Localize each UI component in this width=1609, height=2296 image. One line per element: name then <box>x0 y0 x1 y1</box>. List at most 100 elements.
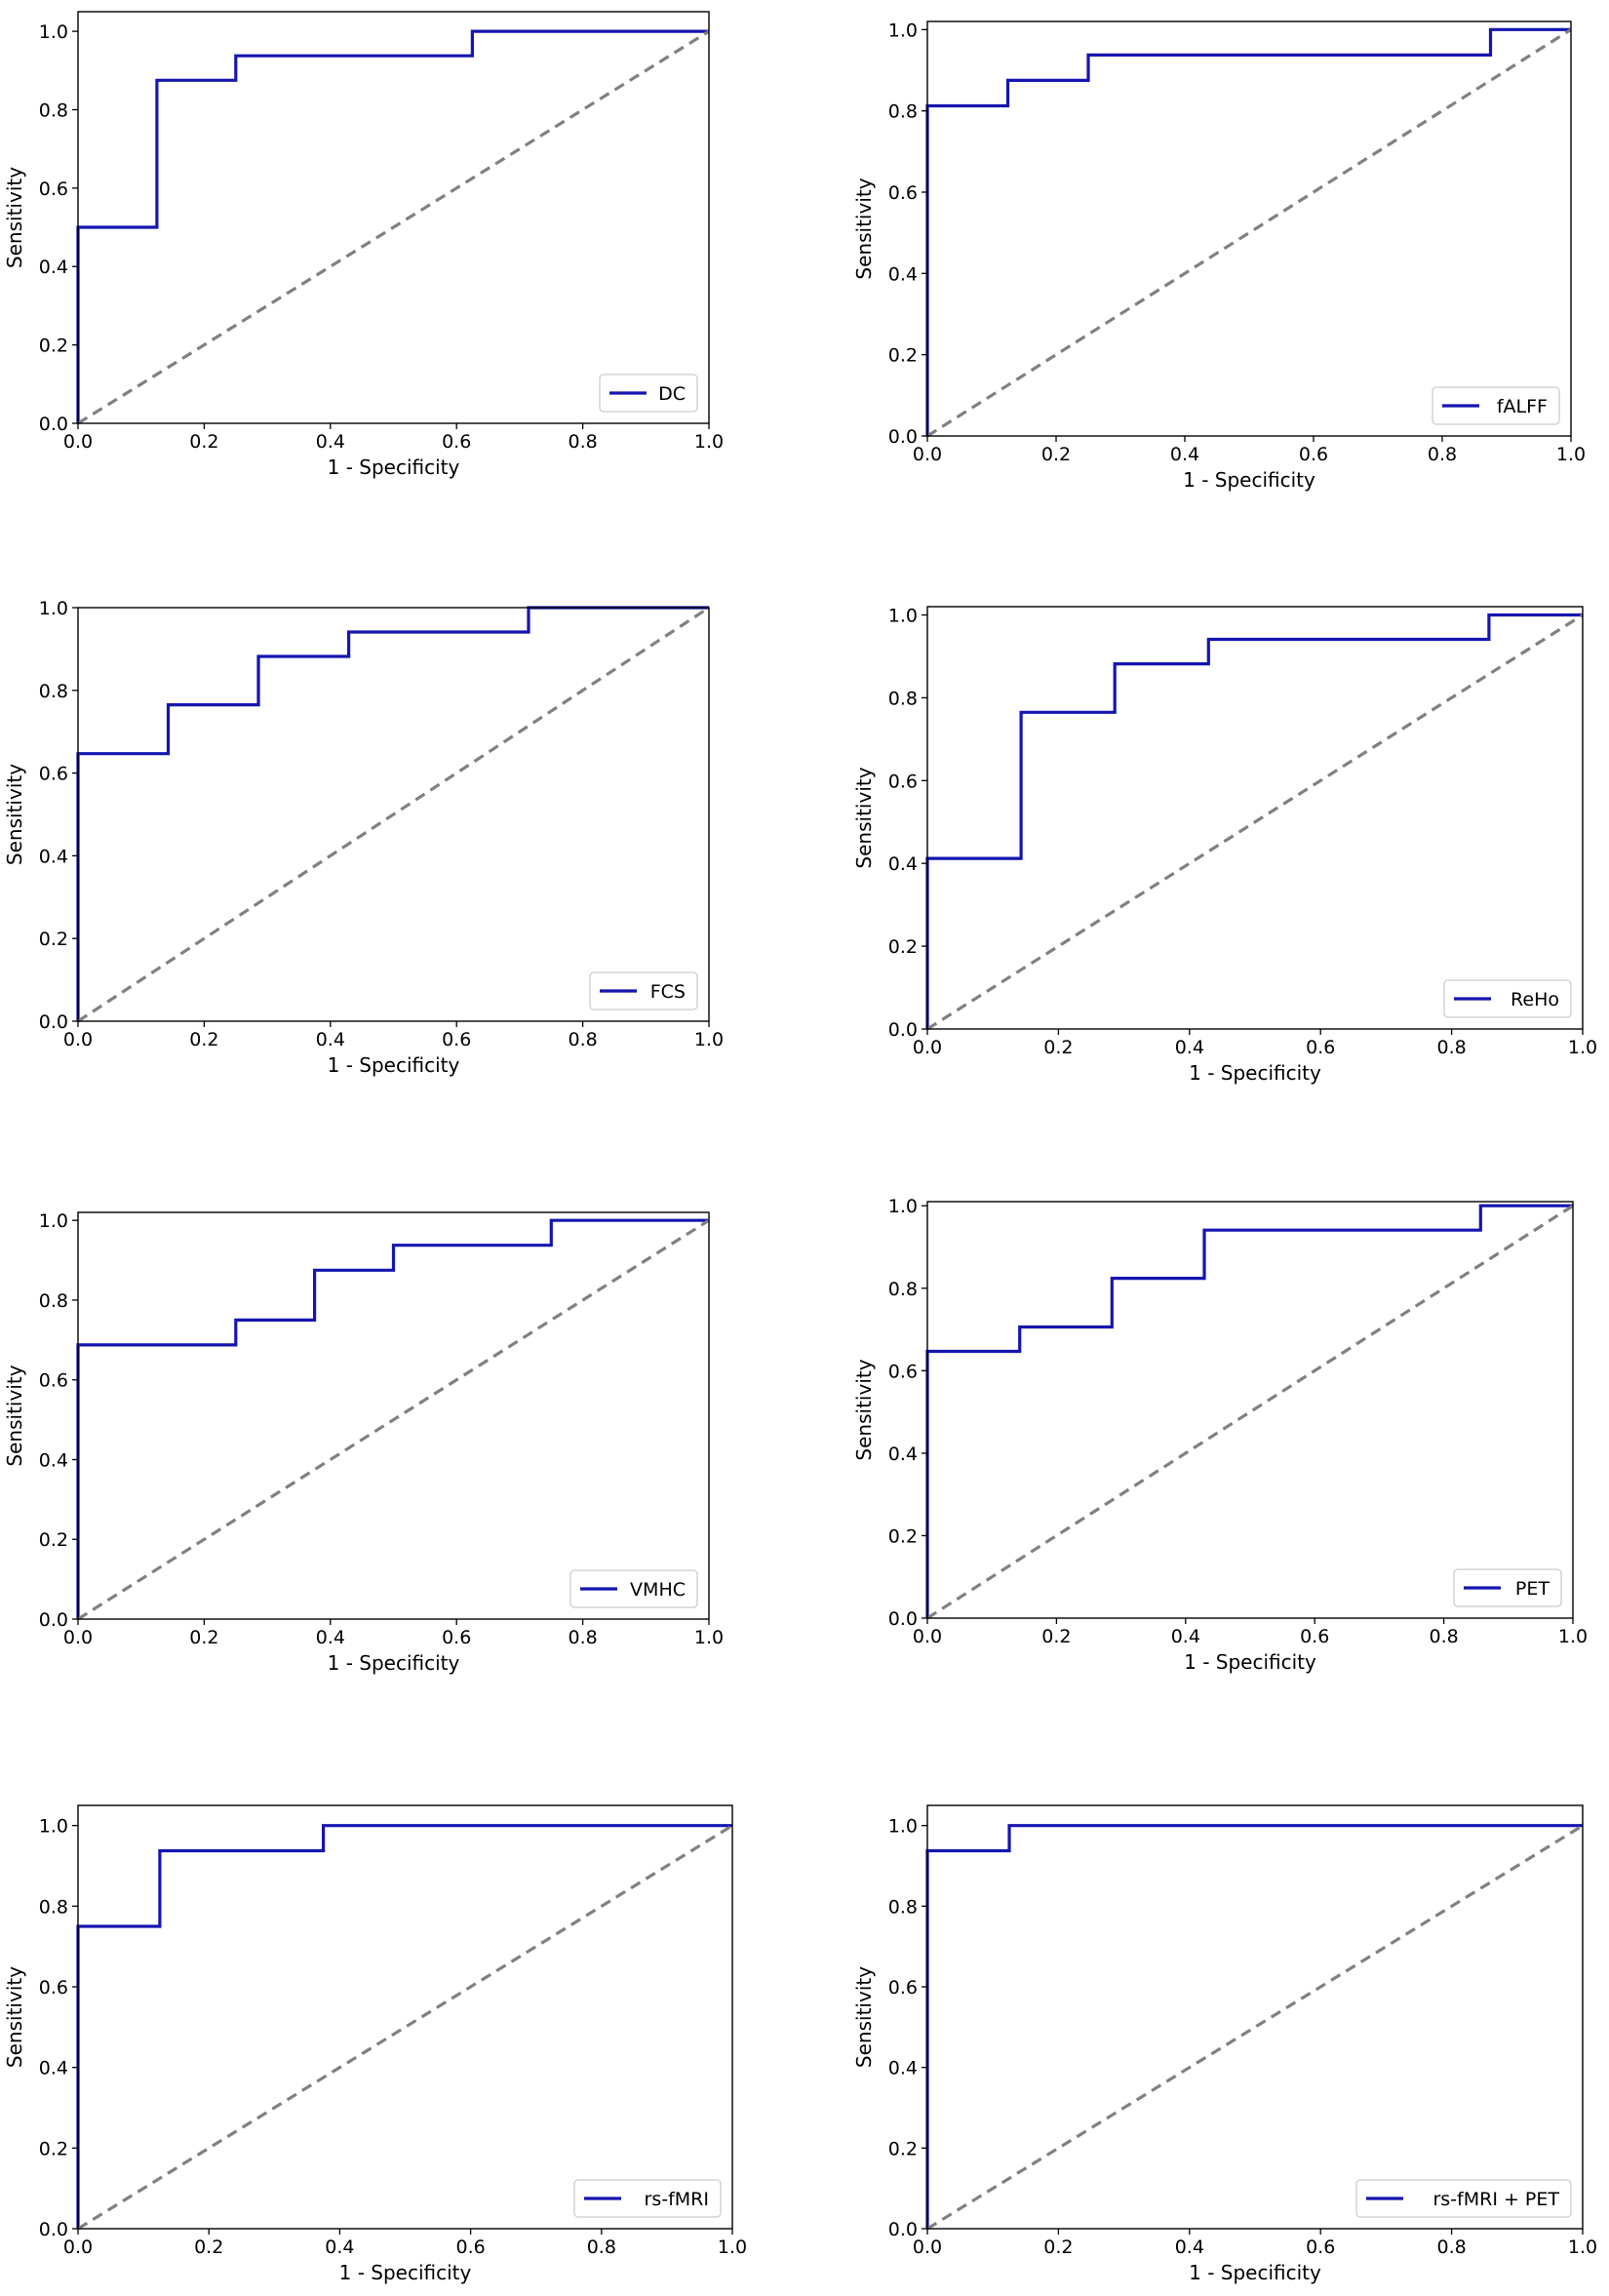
y-tick-label: 1.0 <box>888 605 918 626</box>
x-tick-label: 0.6 <box>442 1627 471 1648</box>
y-tick-label: 0.6 <box>39 1370 68 1392</box>
x-tick-label: 0.0 <box>63 1627 93 1648</box>
x-tick-label: 0.6 <box>1306 2237 1335 2258</box>
legend-label: rs-fMRI + PET <box>1432 2189 1559 2210</box>
roc-panel-8: 0.0 0.2 0.4 0.6 0.8 1.0 0.0 0.2 0.4 0.6 0.8 1.0 1 - … <box>852 1804 1597 2284</box>
x-tick-label: 0.2 <box>189 1029 218 1050</box>
x-tick-label: 0.0 <box>63 2237 93 2258</box>
y-tick-label: 0.6 <box>888 1361 918 1382</box>
y-tick-label: 0.4 <box>39 257 68 278</box>
x-tick-label: 0.2 <box>1043 2237 1073 2258</box>
x-tick-label: 0.8 <box>568 1029 597 1050</box>
legend: FCS <box>589 971 698 1010</box>
chance-line <box>77 606 710 1023</box>
y-tick-label: 0.4 <box>39 2058 68 2079</box>
y-tick-label: 1.0 <box>39 598 68 619</box>
y-axis-label: Sensitivity <box>3 764 26 865</box>
roc-curve-line <box>925 27 1571 436</box>
y-tick-label: 0.6 <box>888 771 918 792</box>
y-tick-label: 0.4 <box>888 2058 918 2079</box>
legend: fALFF <box>1432 386 1560 425</box>
legend: DC <box>599 374 698 413</box>
x-tick-label: 1.0 <box>694 1029 724 1050</box>
x-tick-label: 0.6 <box>442 1029 471 1050</box>
roc-curve-line <box>76 606 709 1021</box>
legend: rs-fMRI + PET <box>1355 2179 1572 2218</box>
x-tick-label: 0.8 <box>1428 444 1457 465</box>
y-tick-label: 0.8 <box>39 99 68 121</box>
x-tick-label: 1.0 <box>1568 2237 1597 2258</box>
chance-line <box>926 614 1584 1031</box>
legend: ReHo <box>1443 979 1572 1018</box>
plot-frame <box>77 1804 733 2230</box>
chance-line <box>926 27 1572 438</box>
legend-label: ReHo <box>1511 989 1559 1010</box>
legend: PET <box>1453 1568 1562 1607</box>
x-tick-label: 0.8 <box>587 2237 616 2258</box>
x-tick-label: 0.2 <box>189 1627 218 1648</box>
plot-frame <box>926 1804 1584 2230</box>
x-axis-label: 1 - Specificity <box>339 2261 472 2284</box>
x-tick-label: 0.6 <box>455 2237 485 2258</box>
y-tick-label: 0.0 <box>888 1608 918 1630</box>
x-tick-label: 0.2 <box>1041 444 1071 465</box>
y-tick-label: 0.0 <box>888 1019 918 1041</box>
legend: VMHC <box>569 1569 698 1608</box>
y-axis-label: Sensitivity <box>3 167 26 268</box>
x-tick-label: 0.4 <box>1170 444 1199 465</box>
plot-frame <box>926 20 1572 437</box>
y-tick-label: 1.0 <box>888 1196 918 1217</box>
y-tick-label: 1.0 <box>39 21 68 43</box>
x-axis-label: 1 - Specificity <box>328 1053 460 1077</box>
y-tick-label: 0.6 <box>39 764 68 785</box>
x-tick-label: 1.0 <box>694 1627 724 1648</box>
x-tick-label: 0.6 <box>1300 1626 1329 1647</box>
x-tick-label: 1.0 <box>1556 444 1586 465</box>
x-tick-label: 0.4 <box>1171 1626 1200 1647</box>
plot-frame <box>926 606 1584 1030</box>
plot-frame <box>77 1211 710 1620</box>
roc-panel-4: 0.0 0.2 0.4 0.6 0.8 1.0 0.0 0.2 0.4 0.6 0.8 1.0 1 - … <box>852 605 1597 1085</box>
legend-box <box>569 1569 698 1608</box>
y-tick-label: 0.6 <box>888 1977 918 1999</box>
legend-box <box>599 374 698 413</box>
x-axis-label: 1 - Specificity <box>328 1651 460 1675</box>
roc-curve-line <box>76 29 709 423</box>
x-tick-label: 0.8 <box>568 1627 597 1648</box>
x-tick-label: 0.8 <box>1429 1626 1458 1647</box>
y-tick-label: 0.0 <box>39 414 68 435</box>
legend-box <box>589 971 698 1010</box>
y-axis-label: Sensitivity <box>3 1365 26 1466</box>
legend-box <box>1355 2179 1572 2218</box>
y-tick-label: 0.2 <box>39 336 68 357</box>
y-tick-label: 0.4 <box>888 1444 918 1465</box>
y-tick-label: 0.0 <box>39 2219 68 2240</box>
x-tick-label: 0.4 <box>325 2237 354 2258</box>
y-tick-label: 0.4 <box>888 853 918 875</box>
legend-box <box>1443 979 1572 1018</box>
x-axis-label: 1 - Specificity <box>1183 468 1315 492</box>
y-tick-label: 0.8 <box>39 681 68 702</box>
roc-panel-1: 0.0 0.2 0.4 0.6 0.8 1.0 0.0 0.2 0.4 0.6 0.8 1.0 1 - … <box>3 11 724 479</box>
x-tick-label: 0.0 <box>63 1029 93 1050</box>
y-tick-label: 0.2 <box>888 345 918 367</box>
y-tick-label: 0.8 <box>39 1896 68 1918</box>
x-tick-label: 0.0 <box>913 1037 942 1058</box>
x-tick-label: 0.4 <box>1175 2237 1204 2258</box>
y-tick-label: 0.6 <box>39 1977 68 1999</box>
x-tick-label: 0.2 <box>1043 1037 1073 1058</box>
y-tick-label: 0.2 <box>888 936 918 958</box>
y-tick-label: 0.0 <box>888 426 918 448</box>
roc-curve-line <box>925 613 1583 1029</box>
y-tick-label: 0.2 <box>39 1529 68 1551</box>
legend-label: rs-fMRI <box>645 2189 709 2210</box>
x-axis-label: 1 - Specificity <box>1189 2261 1321 2284</box>
y-tick-label: 1.0 <box>888 20 918 41</box>
x-tick-label: 0.0 <box>63 431 93 453</box>
y-tick-label: 0.8 <box>39 1290 68 1312</box>
plot-frame <box>926 1201 1574 1619</box>
y-tick-label: 0.0 <box>888 2219 918 2240</box>
x-axis-label: 1 - Specificity <box>328 455 460 479</box>
y-tick-label: 0.2 <box>39 929 68 950</box>
